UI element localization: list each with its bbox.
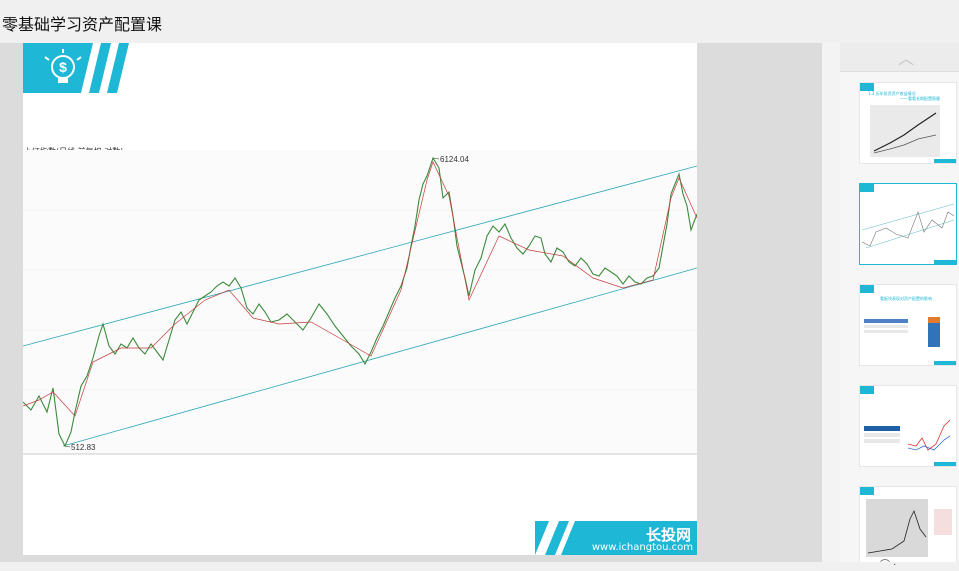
dollar-lightbulb-icon: $ bbox=[44, 49, 82, 83]
window-title: 零基础学习资产配置课 bbox=[2, 15, 163, 34]
slide-header-decoration: $ bbox=[23, 43, 129, 93]
chevron-up-icon: ︿ bbox=[898, 49, 915, 68]
brand-name: 长投网 bbox=[645, 526, 691, 544]
thumbnail-subtitle: ——看看长期配置稳健 bbox=[900, 96, 940, 101]
thumbnail-slide-5[interactable] bbox=[860, 487, 956, 562]
low-value-label: 512.83 bbox=[71, 443, 96, 452]
thumbnail-slide-1[interactable]: 1.3 历年投资资产收益情况 ——看看长期配置稳健 bbox=[860, 83, 956, 163]
thumbnail-scroll-up-button[interactable]: ︿ bbox=[840, 43, 959, 72]
lower-channel-line bbox=[62, 267, 697, 447]
svg-text:$: $ bbox=[59, 59, 67, 75]
thumbnail-title: 1.3 历年投资资产收益情况 bbox=[868, 91, 916, 96]
thumbnail-slide-3[interactable]: 看板块表现对资产配置的影响 bbox=[860, 285, 956, 365]
thumbnail-slide-2[interactable] bbox=[860, 184, 956, 264]
upper-channel-line bbox=[23, 165, 697, 347]
peak-value-label: 6124.04 bbox=[440, 155, 469, 164]
brand-url: www.ichangtou.com bbox=[591, 542, 693, 553]
title-bar: 零基础学习资产配置课 bbox=[0, 0, 959, 44]
viewer-scroll-gutter bbox=[822, 43, 840, 562]
thumbnail-slide-4[interactable] bbox=[860, 386, 956, 466]
index-chart: 6124.04 512.83 bbox=[23, 150, 697, 455]
bottom-control-indicator: ⌒ ‧ bbox=[880, 560, 897, 571]
price-line bbox=[23, 156, 697, 448]
thumbnail-title: 看板块表现对资产配置的影响 bbox=[880, 296, 932, 301]
current-slide: $ 上证指数(日线,前复权,对数) 6124.04 512.83 长投网 www… bbox=[23, 43, 697, 555]
brand-footer: 长投网 www.ichangtou.com bbox=[535, 521, 697, 555]
thumbnail-panel[interactable]: ︿ 1.3 历年投资资产收益情况 ——看看长期配置稳健 看板块表现对资产配置的影… bbox=[840, 43, 959, 562]
